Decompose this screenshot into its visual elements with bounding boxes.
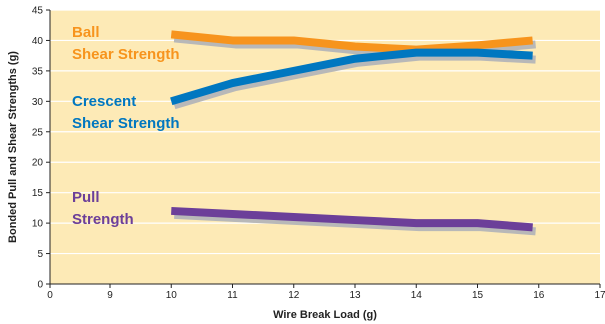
series-line bbox=[171, 206, 533, 232]
y-axis-title: Bonded Pull and Shear Strengths (g) bbox=[7, 51, 19, 243]
y-tick-label: 20 bbox=[32, 158, 44, 169]
series-label: Strength bbox=[72, 211, 134, 228]
y-tick-label: 25 bbox=[32, 127, 44, 138]
series-label: Shear Strength bbox=[72, 46, 180, 63]
y-tick-label: 10 bbox=[32, 219, 44, 230]
x-tick-label: 15 bbox=[472, 290, 484, 301]
series-labels: Ball Shear Strength Crescent Shear Strength… bbox=[72, 24, 180, 228]
x-tick-label: 13 bbox=[349, 290, 361, 301]
y-tick-label: 5 bbox=[37, 249, 43, 260]
x-tick-label: 16 bbox=[533, 290, 545, 301]
series-line bbox=[170, 30, 533, 54]
x-tick-label: 9 bbox=[107, 290, 113, 301]
series-label: Ball bbox=[72, 24, 100, 41]
x-axis-title: Wire Break Load (g) bbox=[273, 309, 377, 321]
x-tick-label: 14 bbox=[411, 290, 423, 301]
y-tick-label: 15 bbox=[32, 188, 44, 199]
series-line bbox=[170, 48, 533, 106]
x-tick-label: 11 bbox=[227, 290, 238, 301]
y-tick-label: 0 bbox=[37, 280, 43, 291]
series-label: Crescent bbox=[72, 93, 136, 110]
y-tick-label: 30 bbox=[32, 97, 44, 108]
y-tick-label: 40 bbox=[32, 36, 44, 47]
x-tick-label: 0 bbox=[47, 290, 53, 301]
series-label: Shear Strength bbox=[72, 115, 180, 132]
x-tick-label: 12 bbox=[288, 290, 300, 301]
y-tick-label: 45 bbox=[32, 6, 44, 17]
y-tick-label: 35 bbox=[32, 66, 44, 77]
series-lines bbox=[170, 30, 533, 232]
axes: 0 5 10 15 20 25 30 35 40 45 0 9 10 11 12 13 14 15 16 17 bbox=[32, 6, 605, 302]
x-tick-label: 17 bbox=[594, 290, 605, 301]
x-tick-label: 10 bbox=[166, 290, 178, 301]
series-label: Pull bbox=[72, 189, 100, 206]
